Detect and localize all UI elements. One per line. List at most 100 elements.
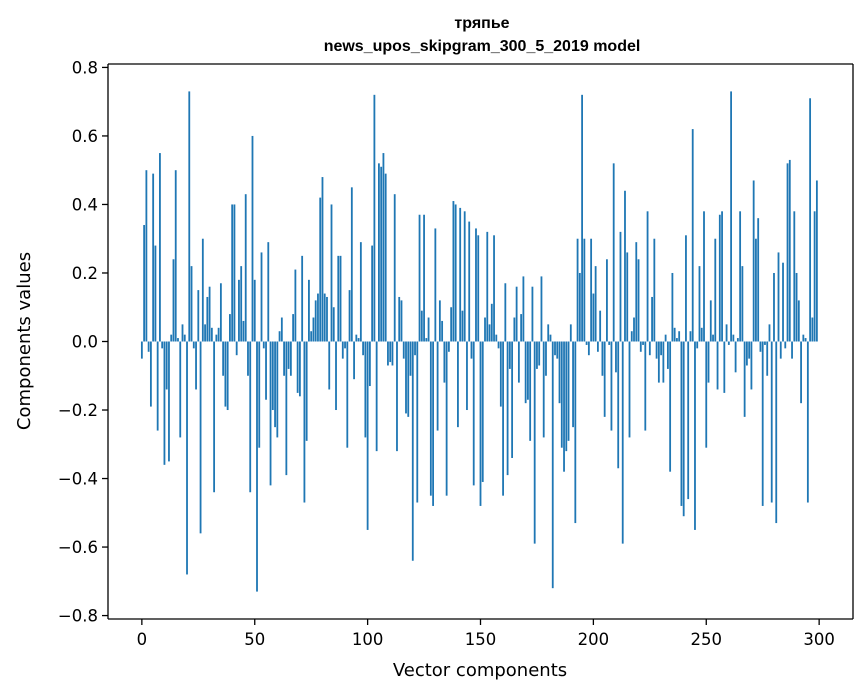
bar bbox=[606, 259, 608, 342]
bar bbox=[402, 341, 405, 359]
bar bbox=[490, 303, 493, 342]
bar bbox=[303, 341, 306, 503]
bar bbox=[515, 286, 518, 342]
bar bbox=[734, 341, 737, 373]
bar bbox=[804, 338, 807, 342]
bar bbox=[723, 341, 726, 393]
bar bbox=[687, 341, 690, 500]
bar bbox=[301, 255, 304, 342]
bar bbox=[802, 334, 805, 342]
bar bbox=[538, 341, 541, 366]
bar bbox=[743, 341, 746, 417]
bar bbox=[583, 238, 586, 342]
bar bbox=[423, 214, 425, 342]
x-tick-label: 200 bbox=[578, 630, 610, 649]
bar bbox=[603, 341, 606, 417]
bar bbox=[696, 341, 699, 349]
bar bbox=[639, 341, 642, 352]
bar bbox=[195, 341, 197, 390]
bar bbox=[545, 341, 547, 376]
bar bbox=[362, 341, 365, 356]
bar bbox=[253, 279, 256, 342]
bar bbox=[181, 324, 184, 342]
bar bbox=[319, 197, 322, 342]
bar bbox=[382, 153, 385, 342]
bar bbox=[527, 341, 529, 400]
bar bbox=[725, 324, 728, 342]
bar bbox=[330, 204, 333, 342]
bar bbox=[140, 341, 143, 359]
bar bbox=[380, 166, 383, 342]
bar bbox=[648, 341, 651, 356]
bar bbox=[619, 231, 622, 342]
bar bbox=[457, 341, 459, 428]
bar bbox=[793, 211, 796, 342]
bar bbox=[576, 238, 579, 342]
y-tick-label: 0.6 bbox=[72, 127, 98, 146]
bar bbox=[298, 341, 301, 397]
bar bbox=[590, 238, 593, 342]
bar bbox=[759, 341, 762, 352]
bar bbox=[666, 341, 669, 369]
bar bbox=[215, 334, 218, 342]
bar bbox=[183, 334, 186, 342]
bar bbox=[707, 341, 710, 383]
bar bbox=[739, 211, 742, 342]
bar bbox=[556, 341, 559, 359]
bar bbox=[504, 283, 507, 342]
bar bbox=[335, 341, 337, 411]
bar bbox=[531, 286, 534, 342]
bar bbox=[657, 341, 660, 383]
bar bbox=[240, 266, 243, 342]
bar bbox=[161, 341, 164, 349]
bar bbox=[524, 341, 527, 404]
bar bbox=[231, 204, 234, 342]
bar bbox=[213, 341, 216, 493]
bar bbox=[484, 317, 486, 342]
bar bbox=[321, 177, 324, 342]
bar bbox=[513, 317, 516, 342]
bar bbox=[339, 255, 342, 342]
bar bbox=[387, 341, 389, 366]
bar bbox=[396, 341, 398, 452]
bar bbox=[813, 211, 816, 342]
bar bbox=[637, 259, 640, 342]
bar bbox=[337, 255, 340, 342]
y-axis-label: Components values bbox=[14, 252, 35, 430]
bar bbox=[461, 310, 464, 342]
bar bbox=[732, 334, 735, 342]
bar bbox=[436, 341, 439, 431]
bar bbox=[346, 341, 349, 448]
bar bbox=[418, 214, 421, 342]
bar bbox=[368, 341, 371, 387]
bar bbox=[271, 341, 274, 411]
bar bbox=[466, 341, 468, 411]
bar bbox=[800, 341, 802, 404]
bar bbox=[533, 341, 536, 544]
bar bbox=[536, 341, 538, 369]
bar bbox=[305, 341, 308, 441]
bar bbox=[755, 238, 757, 342]
bar bbox=[635, 242, 638, 342]
bar bbox=[612, 163, 615, 342]
bar bbox=[229, 314, 231, 342]
bar bbox=[578, 272, 581, 342]
bar bbox=[244, 194, 247, 342]
bar bbox=[317, 293, 319, 342]
bar bbox=[350, 187, 353, 342]
bar bbox=[522, 276, 525, 342]
bar bbox=[308, 279, 310, 342]
bar bbox=[594, 266, 597, 342]
bar bbox=[152, 173, 155, 342]
bars-group bbox=[140, 91, 818, 592]
bar bbox=[517, 341, 520, 383]
bar bbox=[276, 341, 279, 438]
bar bbox=[357, 338, 360, 342]
y-tick-label: −0.6 bbox=[58, 538, 98, 557]
bar bbox=[610, 341, 613, 431]
bar bbox=[700, 327, 703, 342]
bar bbox=[788, 159, 791, 342]
bar bbox=[192, 341, 195, 349]
bar bbox=[809, 98, 812, 342]
bar bbox=[328, 341, 331, 390]
